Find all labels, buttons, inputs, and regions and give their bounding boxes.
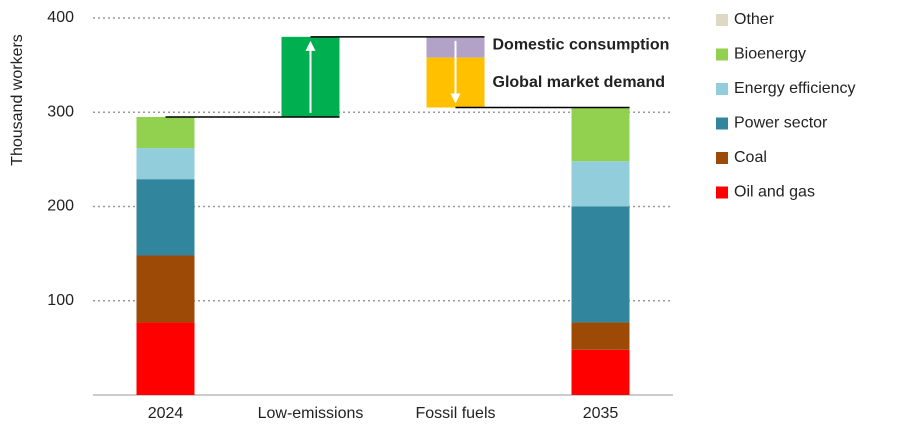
legend-swatch <box>716 117 728 130</box>
arrow-head <box>305 40 316 51</box>
y-tick-label: 200 <box>47 198 74 215</box>
bar-segment <box>571 206 630 323</box>
bar-segment <box>571 107 630 162</box>
legend-label: Coal <box>734 149 767 166</box>
x-tick-label: Fossil fuels <box>415 405 495 422</box>
y-axis-label: Thousand workers <box>9 34 26 166</box>
bar-segment <box>571 161 630 207</box>
legend-swatch <box>716 14 728 26</box>
bar-segment <box>571 322 630 350</box>
bar-segment <box>136 322 195 395</box>
y-tick-label: 300 <box>47 103 74 120</box>
legend-swatch <box>716 48 728 61</box>
bar-segment <box>571 349 630 395</box>
y-tick-label: 100 <box>47 292 74 309</box>
legend-label: Energy efficiency <box>734 80 856 97</box>
y-tick-label: 400 <box>47 9 74 26</box>
legend-swatch <box>716 152 728 164</box>
legend-label: Other <box>734 11 775 28</box>
x-tick-label: Low-emissions <box>258 405 364 422</box>
legend-label: Oil and gas <box>734 184 815 201</box>
bar-segment <box>136 255 195 323</box>
arrow-head <box>450 93 461 104</box>
legend-label: Power sector <box>734 115 828 132</box>
bar-segment <box>136 148 195 180</box>
bar-segment <box>136 179 195 256</box>
decrease-label: Global market demand <box>493 74 666 91</box>
legend-swatch <box>716 186 728 199</box>
legend-label: Bioenergy <box>734 46 806 63</box>
x-tick-label: 2035 <box>583 405 619 422</box>
legend-swatch <box>716 83 728 95</box>
decrease-label: Domestic consumption <box>493 36 670 53</box>
bar-segment <box>136 116 195 149</box>
x-tick-label: 2024 <box>148 405 184 422</box>
